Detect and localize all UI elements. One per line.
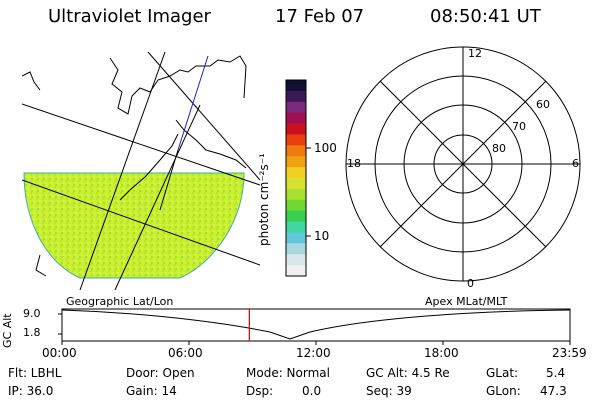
dsp-value: 0.0 [302, 384, 322, 398]
colorbar-band [286, 101, 306, 114]
date-label: 17 Feb 07 [275, 6, 365, 27]
colorbar-band [286, 199, 306, 212]
colorbar-band [286, 265, 306, 277]
coastline [22, 71, 41, 91]
lat-line [22, 103, 260, 186]
altitude-curve [61, 309, 571, 340]
colorbar-band [286, 167, 306, 179]
timeline-ytick-high: 9.0 [23, 307, 41, 320]
glat-value: 5.4 [546, 366, 566, 380]
dsp-label: Dsp: [246, 384, 274, 398]
instrument-title: Ultraviolet Imager [48, 6, 211, 27]
timeline-xtick: 23:59 [552, 346, 587, 360]
colorbar-band [286, 156, 306, 168]
timeline-xtick: 12:00 [296, 346, 331, 360]
polar-ring-60: 60 [536, 98, 550, 111]
lat-line [22, 179, 260, 266]
colorbar-band [286, 178, 306, 190]
glon-value: 47.3 [540, 384, 567, 398]
colorbar-band [286, 254, 306, 266]
lon-line [147, 51, 260, 181]
colorbar-unit-label: photon cm⁻²s⁻¹ [257, 153, 271, 246]
lon-line [114, 104, 201, 290]
lon-line [79, 51, 166, 290]
uv-image-swath [23, 172, 245, 279]
timeline-right-title: Apex MLat/MLT [425, 295, 508, 308]
coastline [119, 133, 179, 201]
colorbar-band [286, 80, 306, 92]
colorbar-band [286, 112, 306, 125]
polar-ring-70: 70 [512, 120, 526, 133]
colorbar-band [286, 188, 306, 201]
colorbar-band [286, 145, 306, 157]
colorbar [286, 80, 306, 277]
colorbar-band [286, 90, 306, 103]
coastline [175, 119, 247, 169]
magnetic-equator [177, 55, 209, 151]
timeline-left-title: Geographic Lat/Lon [66, 295, 174, 308]
glon-label: GLon: [486, 384, 521, 398]
gc-alt-label: GC Alt: 4.5 Re [366, 366, 450, 380]
colorbar-band [286, 123, 306, 135]
glat-label: GLat: [486, 366, 519, 380]
timeline-xtick: 00:00 [42, 346, 77, 360]
mode-label: Mode: Normal [246, 366, 330, 380]
colorbar-frame [285, 79, 307, 277]
coastline [109, 55, 247, 115]
timeline-xtick: 18:00 [424, 346, 459, 360]
timeline-ytick-low: 1.8 [23, 326, 41, 339]
time-label: 08:50:41 UT [430, 6, 541, 27]
gain-label: Gain: 14 [126, 384, 177, 398]
timeline-y-label: GC Alt [1, 313, 14, 348]
polar-label-right: 6 [572, 157, 579, 170]
colorbar-tick-10: 10 [314, 229, 330, 243]
colorbar-band [286, 210, 306, 223]
polar-label-bottom: 0 [467, 277, 474, 290]
polar-label-left: 18 [347, 157, 361, 170]
door-label: Door: Open [126, 366, 195, 380]
timeline-xtick: 06:00 [168, 346, 203, 360]
colorbar-band [286, 243, 306, 255]
colorbar-band [286, 221, 306, 233]
geographic-map [22, 51, 260, 290]
coastline [35, 254, 47, 277]
polar-ring-80: 80 [492, 142, 506, 155]
polar-plot [345, 46, 581, 282]
magnetic-line [159, 149, 179, 211]
colorbar-tick-100: 100 [314, 141, 337, 155]
polar-label-top: 12 [468, 47, 482, 60]
ip-label: IP: 36.0 [8, 384, 54, 398]
seq-label: Seq: 39 [366, 384, 412, 398]
colorbar-band [286, 134, 306, 146]
filter-label: Flt: LBHL [8, 366, 62, 380]
altitude-timeline [58, 308, 571, 345]
colorbar-band [286, 232, 306, 244]
